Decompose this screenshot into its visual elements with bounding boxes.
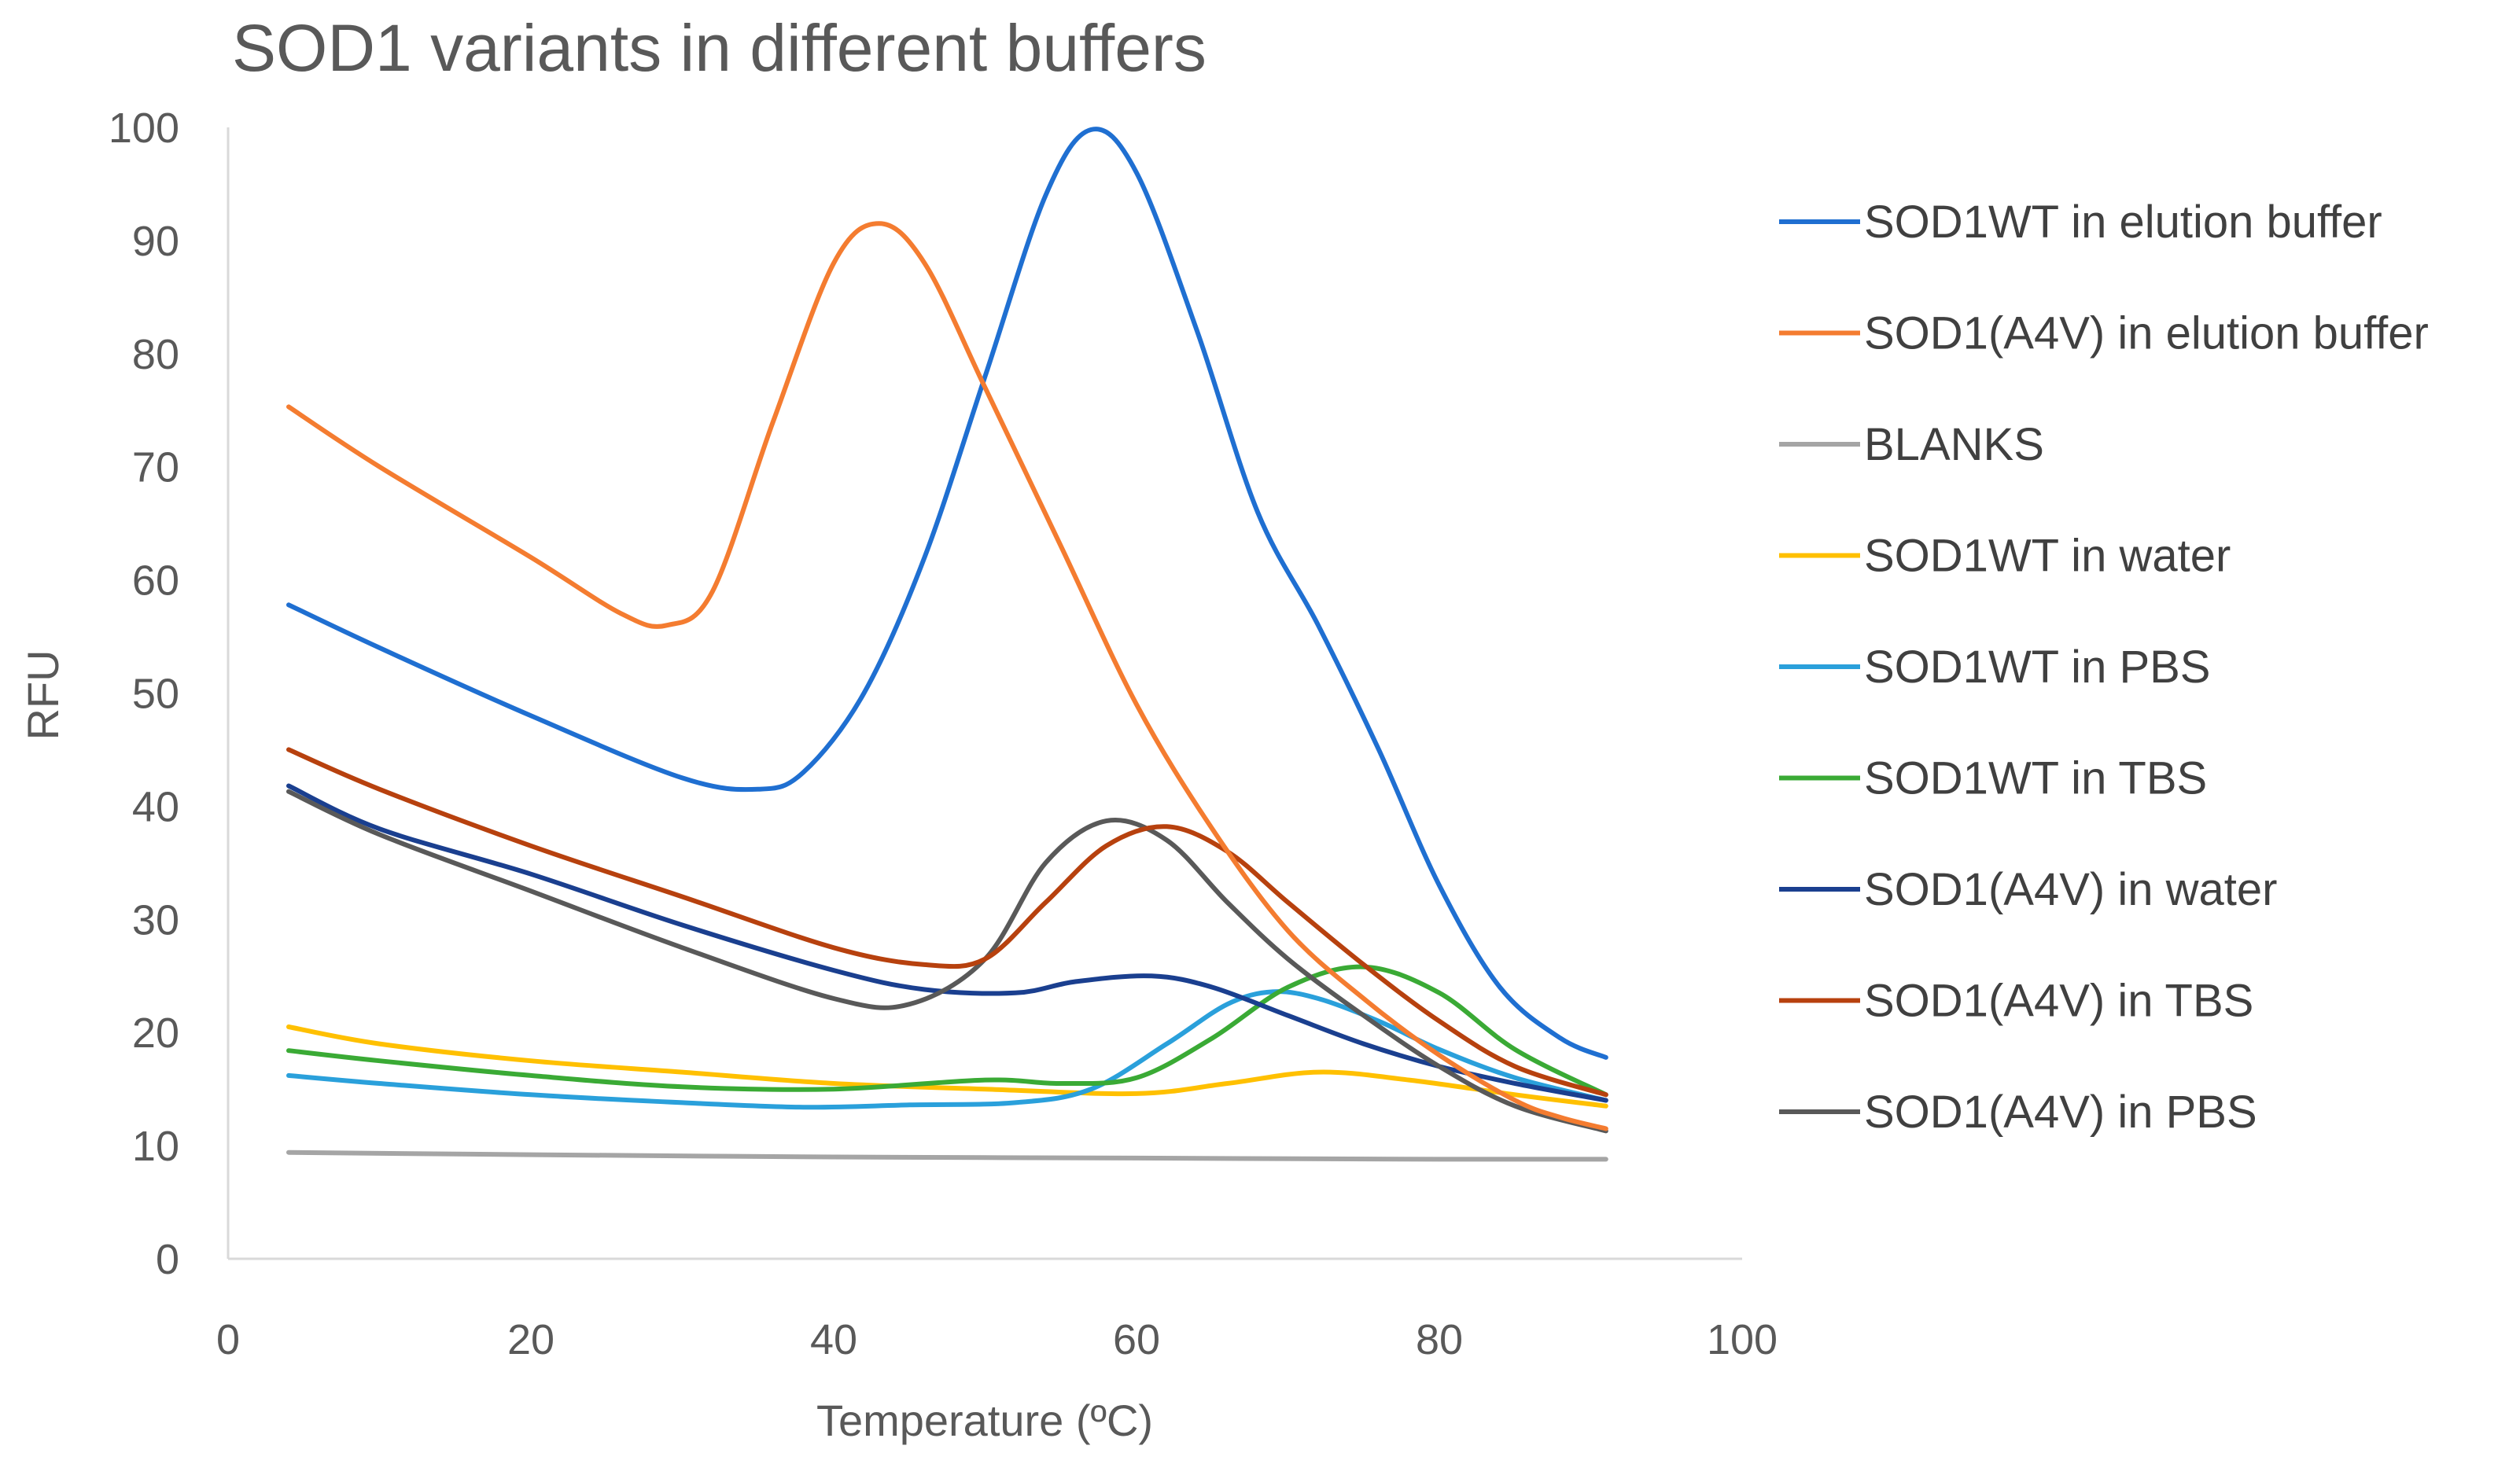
x-tick-label: 0 [216, 1316, 240, 1363]
series-lines [286, 127, 1608, 1162]
legend-label: SOD1WT in TBS [1864, 753, 2207, 804]
legend-label: SOD1(A4V) in elution buffer [1864, 308, 2429, 359]
y-tick-label: 80 [132, 331, 179, 378]
y-tick-label: 0 [156, 1236, 179, 1283]
y-tick-label: 50 [132, 671, 179, 718]
x-axis-title: Temperature (ºC) [816, 1396, 1153, 1445]
x-tick-label: 20 [507, 1316, 554, 1363]
legend-label: SOD1(A4V) in water [1864, 864, 2277, 915]
series-line-7 [286, 747, 1608, 1098]
x-tick-label: 80 [1416, 1316, 1463, 1363]
y-axis: 0 10 20 30 40 50 60 70 80 90 100 [109, 105, 230, 1283]
x-axis: 0 20 40 60 80 100 [216, 1257, 1778, 1363]
y-tick-label: 30 [132, 896, 179, 944]
legend-label: BLANKS [1864, 419, 2044, 470]
y-tick-label: 100 [109, 105, 179, 152]
series-line-8 [286, 789, 1608, 1134]
y-tick-label: 20 [132, 1010, 179, 1057]
series-line-3 [286, 1024, 1608, 1109]
legend-label: SOD1(A4V) in TBS [1864, 976, 2253, 1027]
y-tick-label: 40 [132, 783, 179, 830]
y-axis-title: RFU [18, 649, 68, 740]
y-tick-label: 60 [132, 557, 179, 605]
legend: SOD1WT in elution buffer SOD1(A4V) in elu… [1779, 197, 2429, 1138]
legend-label: SOD1WT in water [1864, 531, 2231, 582]
y-tick-label: 10 [132, 1123, 179, 1170]
series-line-1 [286, 221, 1608, 1131]
series-line-5 [286, 964, 1608, 1098]
y-tick-label: 70 [132, 444, 179, 491]
legend-label: SOD1WT in elution buffer [1864, 197, 2382, 248]
legend-label: SOD1WT in PBS [1864, 642, 2211, 693]
x-tick-label: 100 [1707, 1316, 1778, 1363]
y-tick-label: 90 [132, 218, 179, 265]
chart-title: SOD1 variants in different buffers [232, 11, 1207, 85]
series-line-6 [286, 783, 1608, 1103]
x-tick-label: 40 [810, 1316, 857, 1363]
x-tick-label: 60 [1113, 1316, 1160, 1363]
series-line-0 [286, 127, 1608, 1060]
series-line-2 [286, 1149, 1608, 1162]
legend-label: SOD1(A4V) in PBS [1864, 1087, 2257, 1138]
